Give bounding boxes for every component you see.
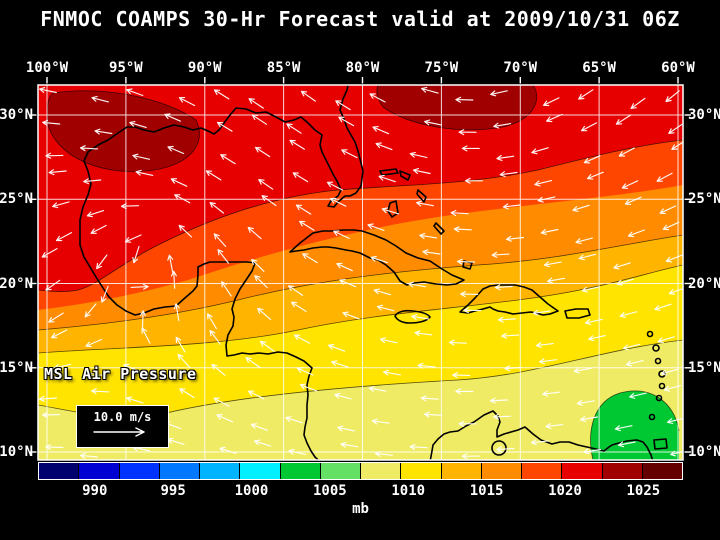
lon-label: 70°W — [503, 60, 538, 76]
page-title: FNMOC COAMPS 30-Hr Forecast valid at 200… — [40, 7, 680, 31]
colorbar-tick-label: 1020 — [548, 483, 582, 499]
lat-label: 15°N — [0, 359, 33, 376]
forecast-map — [30, 77, 691, 461]
colorbar-segment — [440, 463, 481, 479]
colorbar-segment — [641, 463, 682, 479]
lon-label: 85°W — [266, 60, 301, 76]
lon-label: 80°W — [345, 60, 380, 76]
field-label: MSL Air Pressure — [44, 365, 197, 383]
lon-label: 65°W — [582, 60, 616, 76]
colorbar-segment — [319, 463, 360, 479]
lon-label: 95°W — [109, 60, 143, 76]
lat-axis-right: 30°N 25°N 20°N 15°N 10°N — [687, 0, 720, 540]
colorbar-segment — [118, 463, 159, 479]
lat-label: 30°N — [0, 107, 33, 123]
lon-axis: 100°W 95°W 90°W 85°W 80°W 75°W 70°W 65°W 60°W — [0, 60, 720, 78]
axis-ticks — [30, 77, 691, 453]
colorbar-labels: 990 995 1000 1005 1010 1015 1020 1025 — [0, 483, 720, 501]
lon-label: 60°W — [661, 60, 695, 76]
colorbar-segment — [400, 463, 441, 479]
lat-label: 20°N — [0, 275, 33, 292]
colorbar-tick-label: 1025 — [626, 483, 661, 499]
colorbar — [38, 462, 683, 480]
lat-label: 10°N — [0, 444, 33, 460]
lat-label: 25°N — [688, 191, 720, 208]
wind-scale-label: 10.0 m/s — [93, 410, 152, 424]
colorbar-tick-label: 1005 — [313, 483, 347, 499]
lon-label: 100°W — [25, 60, 69, 76]
colorbar-segment — [521, 463, 562, 479]
colorbar-segment — [279, 463, 320, 479]
colorbar-segment — [561, 463, 602, 479]
lat-label: 20°N — [688, 275, 720, 292]
colorbar-segment — [199, 463, 240, 479]
lon-label: 75°W — [424, 60, 459, 76]
lat-label: 15°N — [688, 359, 720, 376]
map-area: MSL Air Pressure 10.0 m/s — [30, 77, 691, 461]
pressure-field — [38, 85, 683, 460]
wind-arrows — [38, 86, 683, 460]
lon-label: 90°W — [187, 60, 222, 76]
colorbar-segment — [158, 463, 199, 479]
lat-label: 25°N — [0, 191, 33, 208]
colorbar-tick-label: 995 — [160, 483, 186, 499]
colorbar-segment — [360, 463, 401, 479]
coastlines — [79, 85, 668, 460]
colorbar-segment — [78, 463, 119, 479]
lat-label: 30°N — [688, 107, 720, 123]
colorbar-unit: mb — [352, 501, 369, 517]
colorbar-segment — [601, 463, 642, 479]
colorbar-tick-label: 990 — [82, 483, 108, 499]
grid-lines — [38, 85, 683, 460]
colorbar-segment — [480, 463, 521, 479]
lat-axis-left: 30°N 25°N 20°N 15°N 10°N — [0, 0, 36, 540]
map-border — [37, 84, 684, 461]
colorbar-segment — [39, 463, 79, 479]
lat-label: 10°N — [688, 444, 720, 460]
colorbar-segment — [239, 463, 280, 479]
wind-scale-arrow-icon — [93, 427, 145, 437]
wind-scale-box: 10.0 m/s — [76, 405, 169, 448]
colorbar-tick-label: 1000 — [234, 483, 269, 499]
colorbar-tick-label: 1010 — [391, 483, 426, 499]
colorbar-tick-label: 1015 — [469, 483, 504, 499]
